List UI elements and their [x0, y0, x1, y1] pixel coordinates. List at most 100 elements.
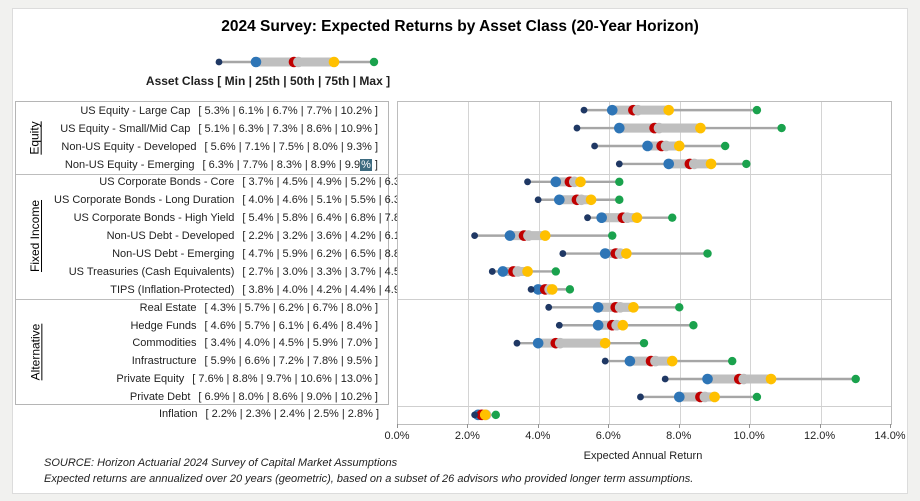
asset-values: [ 2.2% | 3.2% | 3.6% | 4.2% | 6.1% ] [242, 230, 416, 243]
x-axis-tick [890, 424, 891, 428]
legend-label: Asset Class [ Min | 25th | 50th | 75th |… [145, 74, 391, 88]
x-tick-label: 6.0% [595, 430, 621, 442]
asset-row-us-corporate-bonds-high-yield: US Corporate Bonds - High Yield [ 5.4% | … [54, 209, 426, 227]
asset-label: Non-US Debt - Emerging [112, 248, 235, 261]
asset-label: US Treasuries (Cash Equivalents) [68, 265, 235, 278]
section-gridline [398, 298, 891, 300]
x-axis-title: Expected Annual Return [583, 450, 703, 462]
asset-label: Infrastructure [131, 355, 197, 368]
asset-values: [ 2.7% | 3.0% | 3.3% | 3.7% | 4.5% ] [242, 265, 416, 278]
asset-row-non-us-equity-developed: Non-US Equity - Developed [ 5.6% | 7.1% |… [54, 138, 388, 156]
asset-values: [ 4.0% | 4.6% | 5.1% | 5.5% | 6.3% ] [242, 194, 416, 207]
median-crescent-mask [293, 56, 304, 68]
asset-label: US Corporate Bonds - Core [99, 176, 235, 189]
asset-values: [ 4.6% | 5.7% | 6.1% | 6.4% | 8.4% ] [204, 319, 378, 332]
group-label-equity: Equity [27, 121, 42, 155]
asset-values: [ 7.6% | 8.8% | 9.7% | 10.6% | 13.0% ] [192, 373, 378, 386]
asset-values: [ 3.8% | 4.0% | 4.2% | 4.4% | 4.9% ] [242, 283, 416, 296]
group-rows: Real Estate [ 4.3% | 5.7% | 6.2% | 6.7% |… [54, 299, 388, 406]
x-axis-tick [608, 424, 610, 428]
asset-values: [ 6.3% | 7.7% | 8.3% | 8.9% | 9.9% ] [202, 158, 378, 171]
x-axis-tick [467, 424, 469, 428]
asset-values: [ 4.3% | 5.7% | 6.2% | 6.7% | 8.0% ] [204, 301, 378, 314]
note-line: Expected returns are annualized over 20 … [44, 473, 694, 485]
max-marker-icon [369, 57, 379, 67]
asset-values: [ 3.4% | 4.0% | 4.5% | 5.9% | 7.0% ] [204, 337, 378, 350]
asset-label: Private Equity [116, 373, 185, 386]
asset-label: Commodities [132, 337, 197, 350]
asset-label: Non-US Debt - Developed [106, 230, 235, 243]
selection-highlight: % [360, 158, 372, 171]
plot-area [397, 101, 892, 425]
asset-values: [ 5.4% | 5.8% | 6.4% | 6.8% | 7.8% ] [242, 212, 416, 225]
x-axis-tick [819, 424, 821, 428]
inflation-label: Inflation [159, 408, 198, 420]
asset-label: US Equity - Large Cap [80, 104, 191, 117]
vertical-gridline [609, 102, 611, 424]
asset-row-us-corporate-bonds-long-duration: US Corporate Bonds - Long Duration [ 4.0%… [54, 191, 426, 209]
legend-boxplot-sample-icon [215, 56, 379, 68]
group-rows: US Equity - Large Cap [ 5.3% | 6.1% | 6.7… [54, 102, 388, 174]
vertical-gridline [820, 102, 822, 424]
asset-row-non-us-equity-emerging: Non-US Equity - Emerging [ 6.3% | 7.7% | … [54, 156, 388, 174]
group-label-fixed-income: Fixed Income [28, 200, 42, 273]
group-label-cell: Alternative [16, 299, 54, 406]
p25-marker-icon [250, 56, 262, 68]
x-axis-tick [678, 424, 680, 428]
x-tick-label: 4.0% [525, 430, 551, 442]
vertical-gridline [750, 102, 752, 424]
asset-label: US Corporate Bonds - High Yield [73, 212, 235, 225]
asset-row-non-us-debt-emerging: Non-US Debt - Emerging [ 4.7% | 5.9% | 6.… [54, 245, 426, 263]
x-axis-tick [749, 424, 751, 428]
vertical-gridline [538, 102, 540, 424]
section-divider [16, 173, 388, 175]
group-section-fixed-income: Fixed Income US Corporate Bonds - Core [ 3… [16, 174, 416, 299]
boxplot-legend-sample [215, 56, 379, 68]
asset-row-tips-inflation-protected: TIPS (Inflation-Protected) [ 3.8% | 4.0% … [54, 281, 426, 299]
asset-row-hedge-funds: Hedge Funds [ 4.6% | 5.7% | 6.1% | 6.4% |… [54, 317, 388, 335]
asset-values: [ 6.9% | 8.0% | 8.6% | 9.0% | 10.2% ] [198, 391, 378, 404]
section-gridline [398, 406, 891, 408]
group-section-equity: Equity US Equity - Large Cap [ 5.3% | 6.1%… [16, 102, 388, 174]
chart-figure: 2024 Survey: Expected Returns by Asset C… [12, 8, 908, 494]
group-label-cell: Equity [16, 102, 54, 174]
asset-label: US Corporate Bonds - Long Duration [54, 194, 235, 207]
x-tick-label: 10.0% [733, 430, 765, 442]
asset-row-us-equity-large-cap: US Equity - Large Cap [ 5.3% | 6.1% | 6.7… [54, 102, 388, 120]
x-tick-label: 12.0% [803, 430, 836, 442]
asset-row-us-treasuries-cash-equivalents: US Treasuries (Cash Equivalents) [ 2.7% |… [54, 263, 426, 281]
asset-label: Non-US Equity - Developed [61, 140, 197, 153]
source-line: SOURCE: Horizon Actuarial 2024 Survey of… [44, 457, 398, 469]
asset-values: [ 5.1% | 6.3% | 7.3% | 8.6% | 10.9% ] [198, 122, 378, 135]
asset-row-us-corporate-bonds-core: US Corporate Bonds - Core [ 3.7% | 4.5% |… [54, 174, 426, 192]
asset-row-private-equity: Private Equity [ 7.6% | 8.8% | 9.7% | 10.… [54, 370, 388, 388]
asset-label: Hedge Funds [130, 319, 197, 332]
p75-marker-icon [328, 56, 340, 68]
vertical-gridline [468, 102, 470, 424]
asset-label: TIPS (Inflation-Protected) [110, 283, 235, 296]
asset-row-commodities: Commodities [ 3.4% | 4.0% | 4.5% | 5.9% |… [54, 335, 388, 353]
chart-title: 2024 Survey: Expected Returns by Asset C… [221, 18, 699, 35]
asset-label: Private Debt [129, 391, 191, 404]
group-rows: US Corporate Bonds - Core [ 3.7% | 4.5% |… [54, 174, 426, 299]
section-gridline [398, 173, 891, 175]
asset-row-real-estate: Real Estate [ 4.3% | 5.7% | 6.2% | 6.7% |… [54, 299, 388, 317]
min-marker-icon [215, 58, 223, 66]
asset-values: [ 5.9% | 6.6% | 7.2% | 7.8% | 9.5% ] [204, 355, 378, 368]
footer: SOURCE: Horizon Actuarial 2024 Survey of… [44, 455, 693, 487]
x-tick-label: 0.0% [384, 430, 410, 442]
asset-values: [ 4.7% | 5.9% | 6.2% | 6.5% | 8.8% ] [242, 248, 416, 261]
x-tick-label: 8.0% [666, 430, 692, 442]
asset-values: [ 3.7% | 4.5% | 4.9% | 5.2% | 6.3% ] [242, 176, 416, 189]
asset-row-private-debt: Private Debt [ 6.9% | 8.0% | 8.6% | 9.0% … [54, 388, 388, 406]
asset-class-table: Equity US Equity - Large Cap [ 5.3% | 6.1%… [15, 101, 416, 406]
asset-row-us-equity-small-mid-cap: US Equity - Small/Mid Cap [ 5.1% | 6.3% |… [54, 120, 388, 138]
x-axis-tick [397, 424, 398, 428]
x-tick-label: 2.0% [454, 430, 480, 442]
group-section-alternative: Alternative Real Estate [ 4.3% | 5.7% | 6.… [16, 299, 388, 406]
vertical-gridline [679, 102, 681, 424]
inflation-values: [ 2.2% | 2.3% | 2.4% | 2.5% | 2.8% ] [205, 408, 379, 420]
asset-label: Real Estate [139, 301, 197, 314]
group-label-alternative: Alternative [28, 324, 43, 381]
group-label-cell: Fixed Income [16, 174, 54, 299]
